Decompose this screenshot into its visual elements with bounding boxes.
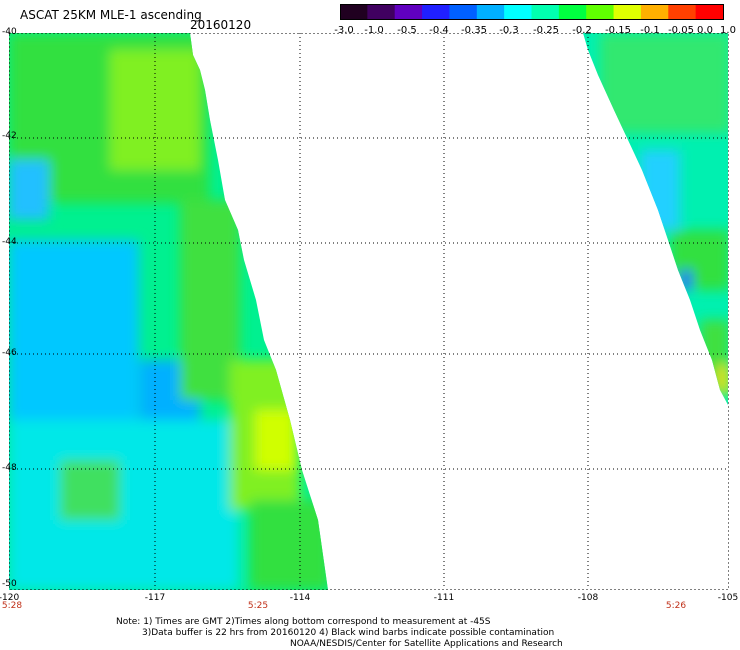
colorbar-segment — [449, 4, 478, 20]
colorbar-label-11: 0.0 — [697, 25, 713, 36]
colorbar-segment — [367, 4, 396, 20]
map-title: ASCAT 25KM MLE-1 ascending — [20, 8, 202, 22]
colorbar-label-7: -0.2 — [572, 25, 592, 36]
lon-label-105: -105 — [717, 593, 739, 603]
colorbar-segment — [640, 4, 669, 20]
lon-label-114: -114 — [289, 593, 311, 603]
lat-label-42: -42 — [2, 131, 17, 141]
colorbar-segment — [340, 4, 368, 20]
colorbar-label-0: -3.0 — [334, 25, 354, 36]
colorbar-segment — [613, 4, 642, 20]
colorbar-label-2: -0.5 — [397, 25, 417, 36]
colorbar-label-1: -1.0 — [364, 25, 384, 36]
colorbar-label-5: -0.3 — [499, 25, 519, 36]
colorbar-label-6: -0.25 — [533, 25, 559, 36]
note-line-1: Note: 1) Times are GMT 2)Times along bot… — [116, 617, 491, 627]
lon-label-111: -111 — [433, 593, 455, 603]
lat-label-46: -46 — [2, 348, 17, 358]
lon-label-120: -120 — [0, 593, 20, 603]
colorbar-label-10: -0.05 — [668, 25, 694, 36]
colorbar-segment — [531, 4, 560, 20]
colorbar-segment — [695, 4, 724, 20]
colorbar — [340, 4, 724, 20]
note-line-3: NOAA/NESDIS/Center for Satellite Applica… — [290, 639, 563, 649]
colorbar-segment — [504, 4, 532, 20]
note-line-2: 3)Data buffer is 22 hrs from 20160120 4)… — [142, 628, 555, 638]
lat-label-44: -44 — [2, 237, 17, 247]
map-date: 20160120 — [190, 18, 252, 32]
map-frame — [9, 33, 729, 590]
colorbar-segment — [558, 4, 587, 20]
colorbar-segment — [422, 4, 450, 20]
swath-east — [583, 33, 728, 405]
graticule — [9, 33, 728, 589]
colorbar-segment — [394, 4, 423, 20]
colorbar-segment — [668, 4, 697, 20]
lat-label-50: -50 — [2, 579, 17, 589]
time-label-west: 5:28 — [1, 601, 23, 611]
lat-label-40: -40 — [2, 27, 17, 37]
swath-west — [9, 33, 328, 590]
colorbar-label-12: 1.0 — [720, 25, 736, 36]
lat-label-48: -48 — [2, 463, 17, 473]
colorbar-label-4: -0.35 — [461, 25, 487, 36]
time-label-middle: 5:25 — [247, 601, 269, 611]
colorbar-segment — [586, 4, 615, 20]
lon-label-108: -108 — [577, 593, 599, 603]
colorbar-labels: -3.0 -1.0 -0.5 -0.4 -0.35 -0.3 -0.25 -0.… — [328, 25, 738, 39]
colorbar-label-9: -0.1 — [640, 25, 660, 36]
lon-label-117: -117 — [144, 593, 166, 603]
time-label-east: 5:26 — [665, 601, 687, 611]
colorbar-segment — [476, 4, 505, 20]
colorbar-label-8: -0.15 — [605, 25, 631, 36]
colorbar-label-3: -0.4 — [429, 25, 449, 36]
